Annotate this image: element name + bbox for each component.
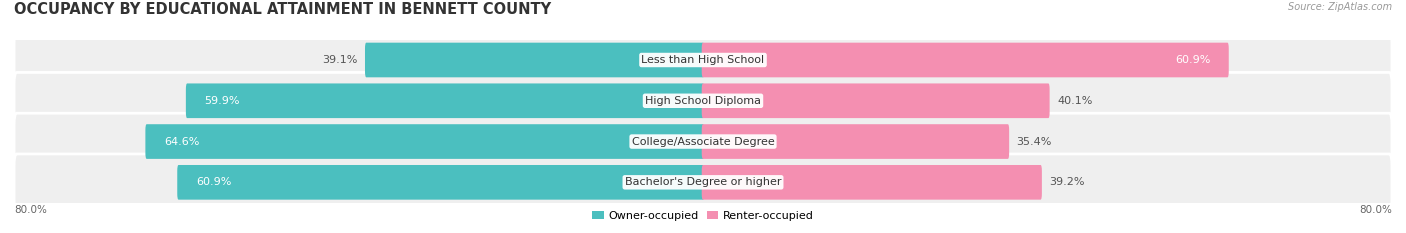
Text: 59.9%: 59.9%	[204, 96, 240, 106]
FancyBboxPatch shape	[14, 72, 1392, 129]
FancyBboxPatch shape	[702, 43, 1229, 77]
FancyBboxPatch shape	[14, 32, 1392, 88]
Legend: Owner-occupied, Renter-occupied: Owner-occupied, Renter-occupied	[588, 206, 818, 225]
FancyBboxPatch shape	[14, 113, 1392, 170]
Text: 60.9%: 60.9%	[195, 177, 231, 187]
Text: 80.0%: 80.0%	[1360, 205, 1392, 215]
Text: 39.2%: 39.2%	[1049, 177, 1084, 187]
FancyBboxPatch shape	[177, 165, 704, 200]
Text: 60.9%: 60.9%	[1175, 55, 1211, 65]
Text: Source: ZipAtlas.com: Source: ZipAtlas.com	[1288, 2, 1392, 12]
Text: 35.4%: 35.4%	[1017, 137, 1052, 147]
Text: 64.6%: 64.6%	[165, 137, 200, 147]
Text: 40.1%: 40.1%	[1057, 96, 1092, 106]
Text: OCCUPANCY BY EDUCATIONAL ATTAINMENT IN BENNETT COUNTY: OCCUPANCY BY EDUCATIONAL ATTAINMENT IN B…	[14, 2, 551, 17]
Text: 80.0%: 80.0%	[14, 205, 46, 215]
FancyBboxPatch shape	[366, 43, 704, 77]
FancyBboxPatch shape	[186, 83, 704, 118]
Text: Less than High School: Less than High School	[641, 55, 765, 65]
FancyBboxPatch shape	[702, 83, 1050, 118]
FancyBboxPatch shape	[145, 124, 704, 159]
FancyBboxPatch shape	[702, 165, 1042, 200]
Text: Bachelor's Degree or higher: Bachelor's Degree or higher	[624, 177, 782, 187]
Text: College/Associate Degree: College/Associate Degree	[631, 137, 775, 147]
Text: 39.1%: 39.1%	[322, 55, 357, 65]
FancyBboxPatch shape	[702, 124, 1010, 159]
Text: High School Diploma: High School Diploma	[645, 96, 761, 106]
FancyBboxPatch shape	[14, 154, 1392, 211]
